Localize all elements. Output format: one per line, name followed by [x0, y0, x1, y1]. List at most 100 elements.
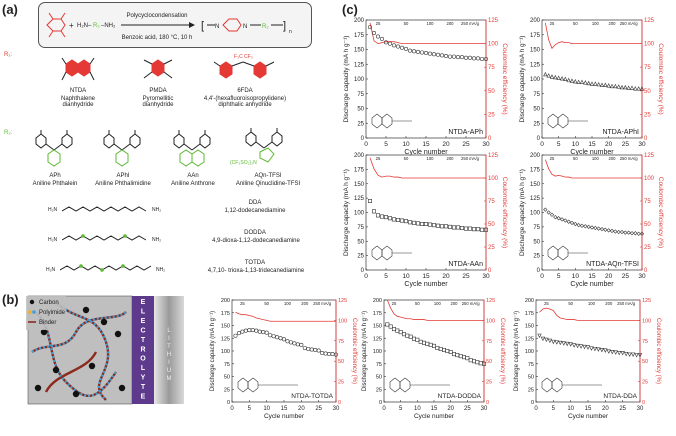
- chart-ntda-totda: 0 5 10 15 20 25 300255075100125150175200025507…: [210, 298, 357, 420]
- y2-axis-label: Coulombic efficiency (%): [501, 43, 508, 114]
- capacity-point: [617, 351, 622, 356]
- capacity-point: [599, 347, 605, 353]
- aan-abbr: AAn: [187, 173, 199, 179]
- dianhydride-structure: [46, 12, 66, 38]
- coulombic-efficiency-line: [386, 299, 484, 321]
- y2-tick-label: 25: [488, 112, 495, 118]
- reaction-scheme-box: + H₂N– R₂ –NH₂ Polycyclocondensation Ben…: [38, 2, 312, 48]
- x-tick-label: 20: [602, 406, 609, 412]
- x-tick-label: 0: [540, 273, 544, 280]
- structure-ring: [547, 113, 559, 129]
- dodda-nh2: NH₂: [152, 237, 162, 243]
- y-tick-label: 100: [373, 349, 382, 355]
- capacity-point: [553, 74, 558, 80]
- plot-frame: [541, 19, 643, 139]
- aph-name: Aniline Phthalein: [32, 181, 78, 187]
- aph-abbr: APh: [49, 173, 61, 179]
- capacity-point: [385, 322, 390, 327]
- capacity-point: [483, 227, 488, 232]
- electrolyte-letter: R: [140, 346, 145, 353]
- electrolyte-letter: T: [141, 384, 146, 391]
- y-tick-label: 50: [357, 107, 364, 113]
- y-axis-label: Discharge capacity (mA h g⁻¹): [519, 36, 526, 123]
- y-tick-label: 175: [354, 33, 365, 39]
- y2-tick-label: 25: [644, 112, 651, 118]
- capacity-point: [367, 25, 372, 30]
- y2-tick-label: 25: [642, 380, 648, 386]
- binder-legend-label: Binder: [39, 320, 56, 326]
- capacity-point: [637, 353, 643, 358]
- y2-tick-label: 125: [644, 18, 655, 24]
- capacity-point: [559, 76, 565, 81]
- rate-label: 200: [609, 156, 617, 161]
- x-tick-label: 15: [588, 273, 596, 280]
- y-tick-label: 0: [379, 400, 382, 406]
- ntda-abbr: NTDA: [69, 88, 87, 94]
- capacity-point: [395, 44, 400, 49]
- capacity-point: [425, 341, 430, 346]
- capacity-point: [375, 213, 380, 218]
- capacity-point: [327, 352, 332, 357]
- aan-structure: [173, 130, 211, 167]
- capacity-point: [415, 221, 420, 226]
- capacity-point: [471, 56, 476, 61]
- polyimide-repeat-unit: [ N N R₂ ] n: [201, 18, 292, 35]
- plot-frame: [541, 154, 643, 271]
- x-tick-label: 10: [402, 141, 410, 148]
- capacity-point: [398, 330, 403, 335]
- capacity-point: [479, 227, 484, 232]
- capacity-point: [275, 335, 280, 340]
- capacity-point: [568, 342, 573, 347]
- y-tick-label: 175: [530, 167, 541, 173]
- capacity-point: [586, 80, 591, 86]
- y-tick-label: 125: [354, 196, 365, 202]
- capacity-point: [576, 223, 581, 228]
- x-tick-label: 15: [585, 406, 592, 412]
- capacity-point: [613, 350, 618, 355]
- capacity-point: [639, 231, 645, 236]
- capacity-point: [546, 210, 551, 215]
- x-tick-label: 30: [638, 141, 646, 148]
- totda-abbr: TOTDA: [244, 260, 266, 266]
- rate-label: 100: [588, 301, 596, 306]
- rate-label: 50: [415, 301, 420, 306]
- x-tick-label: 0: [364, 141, 368, 148]
- y-tick-label: 75: [528, 362, 534, 368]
- plot-frame: [535, 299, 641, 403]
- panel-a-letter: (a): [2, 2, 18, 17]
- capacity-point: [387, 216, 392, 221]
- y2-tick-label: 25: [486, 380, 492, 386]
- rate-label: 100: [434, 301, 442, 306]
- svg-text:n: n: [289, 29, 292, 35]
- capacity-point: [616, 229, 621, 235]
- y2-tick-label: 100: [488, 42, 499, 48]
- y-tick-label: 50: [528, 375, 534, 381]
- dda-name: 1,12-dodecanediamine: [224, 208, 286, 214]
- x-axis-label: Cycle number: [570, 281, 614, 288]
- y2-axis-label: Coulombic efficiency (%): [657, 43, 664, 114]
- chart-ntda-aph: 0 5 10 15 20 25 300255075100125150175200025507…: [343, 18, 508, 156]
- rate-label: 100: [427, 156, 435, 161]
- capacity-point: [468, 358, 473, 363]
- lithium-letter: M: [167, 376, 172, 382]
- capacity-point: [295, 342, 300, 347]
- x-tick-label: 10: [572, 141, 580, 148]
- y2-tick-label: 50: [644, 89, 651, 95]
- capacity-point: [299, 342, 304, 347]
- capacity-point: [630, 352, 636, 357]
- rate-label: 200: [447, 156, 455, 161]
- x-tick-label: 20: [605, 141, 613, 148]
- capacity-point: [271, 334, 276, 339]
- capacity-point: [439, 53, 444, 58]
- 6fda-abbr: 6FDA: [237, 88, 253, 94]
- lithium-letter: H: [167, 352, 171, 358]
- capacity-point: [458, 354, 463, 359]
- capacity-point: [549, 212, 555, 217]
- x-tick-label: 5: [557, 273, 561, 280]
- aqn-tfsi-name: Aniline Qinuclidine-TFSI: [235, 181, 301, 187]
- capacity-point: [243, 328, 248, 333]
- y-tick-label: 75: [224, 362, 230, 368]
- x-tick-label: 10: [263, 406, 270, 412]
- capacity-point: [609, 228, 615, 234]
